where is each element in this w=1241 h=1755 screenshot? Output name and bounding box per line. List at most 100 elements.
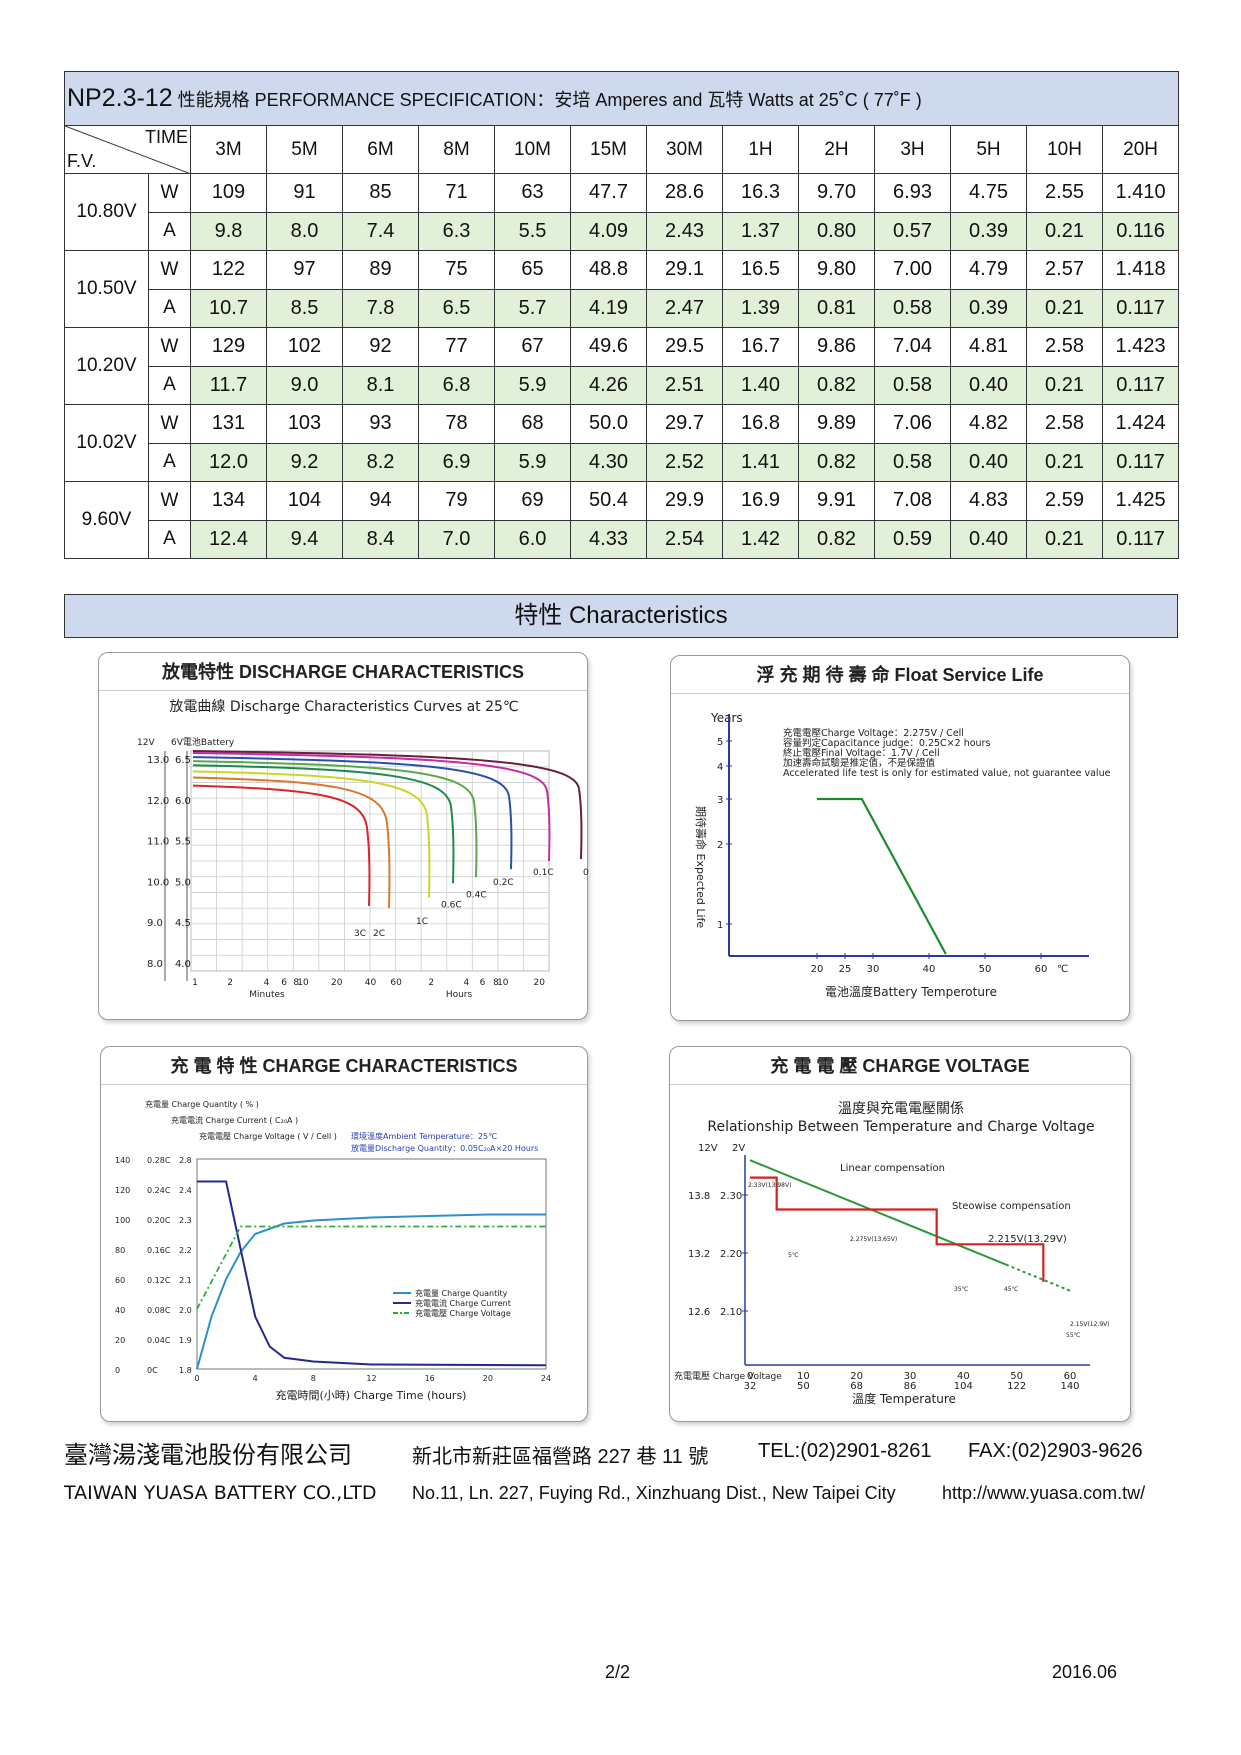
amps-cell: 2.43 <box>646 211 723 251</box>
x-tick-fahrenheit: 68 <box>850 1381 863 1392</box>
y-tick-current: 0.12C <box>147 1276 171 1285</box>
chart-subtitle: 放電曲線 Discharge Characteristics Curves at… <box>169 699 518 715</box>
amps-cell: 6.3 <box>418 211 495 251</box>
x-axis-label: 充電時間(小時) Charge Time (hours) <box>276 1388 467 1402</box>
amps-cell: 0.40 <box>950 442 1027 482</box>
website-link[interactable]: http://www.yuasa.com.tw/ <box>942 1483 1146 1503</box>
annotation-label: 5℃ <box>788 1252 799 1259</box>
watts-cell: 4.81 <box>950 327 1027 367</box>
y-tick-current: 0C <box>147 1366 158 1375</box>
amps-cell: 2.47 <box>646 288 723 328</box>
final-voltage-cell: 9.60V <box>64 481 149 559</box>
annotation-label: 2.215V(13.29V) <box>988 1234 1067 1245</box>
watts-cell: 94 <box>342 481 419 521</box>
x-tick: 10 <box>297 978 309 988</box>
table-row-amps: A 9.8 8.0 7.4 6.3 5.5 4.09 2.43 1.37 0.80 0.57 0.39… <box>65 211 1180 251</box>
axis-label-current: 充電電流 Charge Current ( C₂₀A ) <box>171 1115 298 1125</box>
watts-cell: 131 <box>190 404 267 444</box>
amps-cell: 0.81 <box>798 288 875 328</box>
amps-cell: 0.82 <box>798 519 875 559</box>
amps-cell: 0.59 <box>874 519 951 559</box>
unit-watts: W <box>148 173 191 213</box>
y-tick-current: 0.16C <box>147 1246 171 1255</box>
amps-cell: 6.9 <box>418 442 495 482</box>
amps-cell: 6.8 <box>418 365 495 405</box>
address-zh: 新北市新莊區福營路 227 巷 11 號 <box>412 1446 709 1468</box>
y-tick: 5 <box>717 737 723 748</box>
y-tick-voltage: 2.8 <box>179 1156 192 1165</box>
annotation-label: 2.15V(12.9V) <box>1070 1321 1110 1328</box>
table-row-watts: 10.02V W 131 103 93 78 68 50.0 29.7 16.8 9.89 7.06 4… <box>64 404 1180 482</box>
amps-cell: 4.30 <box>570 442 647 482</box>
amps-cell: 9.2 <box>266 442 343 482</box>
document-date: 2016.06 <box>1052 1662 1118 1682</box>
x-tick-celsius: 10 <box>797 1371 810 1382</box>
watts-cell: 47.7 <box>570 173 647 213</box>
amps-cell: 2.51 <box>646 365 723 405</box>
curve-label: 0.2C <box>493 878 514 888</box>
column-header: 8M <box>418 125 495 174</box>
y-12v-label: 12V <box>698 1143 718 1154</box>
watts-cell: 122 <box>190 250 267 290</box>
legend-label: 充電電壓 Charge Voltage <box>415 1308 511 1318</box>
y-tick-12v: 9.0 <box>147 918 163 929</box>
x-tick: 20 <box>811 964 824 975</box>
amps-cell: 11.7 <box>190 365 267 405</box>
x-tick: 6 <box>480 978 486 988</box>
amps-cell: 2.54 <box>646 519 723 559</box>
y-tick-qty: 0 <box>115 1366 120 1375</box>
amps-cell: 0.40 <box>950 519 1027 559</box>
amps-cell: 6.0 <box>494 519 571 559</box>
x-tick-fahrenheit: 104 <box>954 1381 973 1392</box>
x-tick: 4 <box>253 1374 258 1383</box>
watts-cell: 4.79 <box>950 250 1027 290</box>
annotation-label: Linear compensation <box>840 1163 945 1174</box>
spec-title-text: 性能規格 PERFORMANCE SPECIFICATION：安培 Ampere… <box>172 90 922 110</box>
y-tick: 4 <box>717 762 723 773</box>
watts-cell: 97 <box>266 250 343 290</box>
watts-cell: 129 <box>190 327 267 367</box>
y-tick-current: 0.20C <box>147 1216 171 1225</box>
final-voltage-cell: 10.50V <box>64 250 149 328</box>
y-tick-12v: 13.2 <box>688 1249 710 1260</box>
amps-cell: 0.117 <box>1101 519 1180 559</box>
watts-cell: 93 <box>342 404 419 444</box>
watts-cell: 9.86 <box>798 327 875 367</box>
watts-cell: 2.59 <box>1026 481 1103 521</box>
x-tick-celsius: 20 <box>850 1371 863 1382</box>
watts-cell: 109 <box>190 173 267 213</box>
curve-label: 3C <box>354 929 366 939</box>
y-axis-label: 期待壽命 Expected Life <box>694 806 708 928</box>
annotation-label: 2.275V(13.65V) <box>850 1236 897 1243</box>
watts-cell: 67 <box>494 327 571 367</box>
watts-cell: 71 <box>418 173 495 213</box>
axis-label-qty: 充電量 Charge Quantity ( % ) <box>145 1099 259 1109</box>
series-charge-quantity <box>196 1213 546 1370</box>
y-tick-voltage: 2.1 <box>179 1276 192 1285</box>
amps-cell: 1.40 <box>722 365 799 405</box>
curve-label: 2C <box>373 929 385 939</box>
column-header: 20H <box>1101 125 1180 174</box>
discharge-curve <box>192 750 583 859</box>
watts-cell: 69 <box>494 481 571 521</box>
y-tick-current: 0.04C <box>147 1336 171 1345</box>
amps-cell: 0.82 <box>798 442 875 482</box>
watts-cell: 29.9 <box>646 481 723 521</box>
y-tick-voltage: 2.0 <box>179 1306 192 1315</box>
watts-cell: 16.9 <box>722 481 799 521</box>
y-tick-6v: 5.0 <box>175 877 191 888</box>
x-tick: 50 <box>979 964 992 975</box>
x-tick-celsius: 60 <box>1064 1371 1077 1382</box>
amps-cell: 0.58 <box>874 365 951 405</box>
x-tick-celsius: 50 <box>1010 1371 1023 1382</box>
column-header: 6M <box>342 125 419 174</box>
discharge-panel: 放電特性 DISCHARGE CHARACTERISTICS 放電曲線 Disc… <box>98 652 589 1020</box>
curve-label: 0.6C <box>441 901 462 911</box>
column-header: 1H <box>722 125 799 174</box>
amps-cell: 6.5 <box>418 288 495 328</box>
float-life-chart: Years 期待壽命 Expected Life 5 4 3 2 1 20 25 30 40 50 60… <box>694 711 1111 999</box>
telephone: TEL:(02)2901-8261 <box>758 1440 932 1462</box>
x-tick: 25 <box>839 964 852 975</box>
y-tick-2v: 2.30 <box>720 1191 742 1202</box>
annotation-label: 35℃ <box>954 1286 969 1293</box>
